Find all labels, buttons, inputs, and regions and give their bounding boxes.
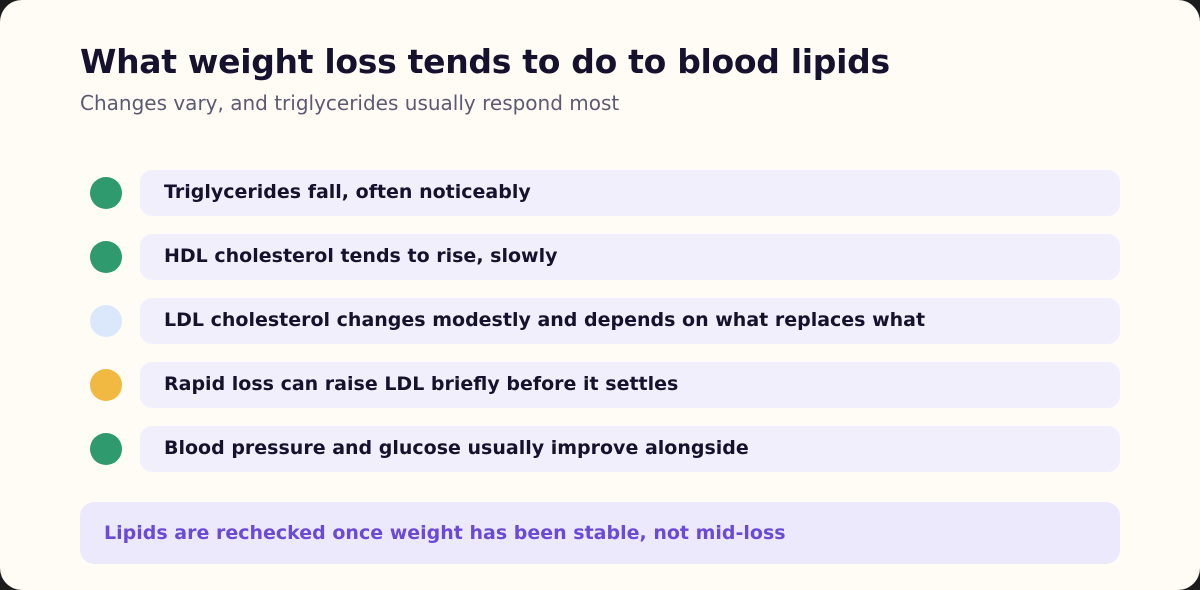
status-dot-icon: [90, 369, 122, 401]
footnote-callout: Lipids are rechecked once weight has bee…: [80, 502, 1120, 564]
status-dot-icon: [90, 433, 122, 465]
list-item-pill: Blood pressure and glucose usually impro…: [140, 426, 1120, 472]
list-item-pill: HDL cholesterol tends to rise, slowly: [140, 234, 1120, 280]
list-item: Triglycerides fall, often noticeably: [80, 170, 1120, 216]
list-item: LDL cholesterol changes modestly and dep…: [80, 298, 1120, 344]
list-item-pill: LDL cholesterol changes modestly and dep…: [140, 298, 1120, 344]
status-dot-icon: [90, 305, 122, 337]
status-dot-icon: [90, 177, 122, 209]
list-item-label: LDL cholesterol changes modestly and dep…: [164, 309, 926, 331]
list-item-label: Triglycerides fall, often noticeably: [164, 181, 531, 203]
list-item: Blood pressure and glucose usually impro…: [80, 426, 1120, 472]
list-item-label: Rapid loss can raise LDL briefly before …: [164, 373, 679, 395]
status-dot-icon: [90, 241, 122, 273]
list-item-pill: Triglycerides fall, often noticeably: [140, 170, 1120, 216]
list-item-pill: Rapid loss can raise LDL briefly before …: [140, 362, 1120, 408]
page-subtitle: Changes vary, and triglycerides usually …: [80, 91, 620, 115]
list-item: HDL cholesterol tends to rise, slowly: [80, 234, 1120, 280]
list-item-label: HDL cholesterol tends to rise, slowly: [164, 245, 558, 267]
list-item: Rapid loss can raise LDL briefly before …: [80, 362, 1120, 408]
page-title: What weight loss tends to do to blood li…: [80, 42, 890, 81]
list-item-label: Blood pressure and glucose usually impro…: [164, 437, 749, 459]
footnote-text: Lipids are rechecked once weight has bee…: [104, 522, 786, 544]
